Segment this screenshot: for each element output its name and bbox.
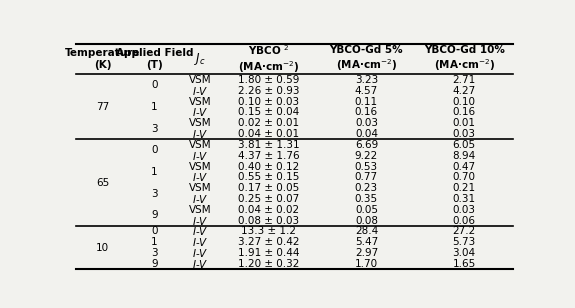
Text: 6.05: 6.05 [453,140,476,150]
Text: 1.70: 1.70 [355,259,378,269]
Text: 0.15 ± 0.04: 0.15 ± 0.04 [238,107,299,117]
Text: 1: 1 [151,237,158,247]
Text: 0.55 ± 0.15: 0.55 ± 0.15 [238,172,300,182]
Text: 0.25 ± 0.07: 0.25 ± 0.07 [238,194,299,204]
Text: 0.31: 0.31 [453,194,476,204]
Text: 3.04: 3.04 [453,248,476,258]
Text: 1.65: 1.65 [453,259,476,269]
Text: 0.23: 0.23 [355,183,378,193]
Text: $\it{I}$-$\it{V}$: $\it{I}$-$\it{V}$ [192,215,208,227]
Text: 3.81 ± 1.31: 3.81 ± 1.31 [238,140,300,150]
Text: 28.4: 28.4 [355,226,378,237]
Text: 0: 0 [151,226,158,237]
Text: 0.16: 0.16 [355,107,378,117]
Text: VSM: VSM [189,97,212,107]
Text: 3.23: 3.23 [355,75,378,85]
Text: 0.04: 0.04 [355,129,378,139]
Text: 0.77: 0.77 [355,172,378,182]
Text: 4.27: 4.27 [453,86,476,96]
Text: 3: 3 [151,124,158,134]
Text: 0.17 ± 0.05: 0.17 ± 0.05 [238,183,299,193]
Text: 2.26 ± 0.93: 2.26 ± 0.93 [238,86,300,96]
Text: 0.01: 0.01 [453,118,476,128]
Text: 0: 0 [151,145,158,155]
Text: $\it{I}$-$\it{V}$: $\it{I}$-$\it{V}$ [192,85,208,97]
Text: $\it{I}$-$\it{V}$: $\it{I}$-$\it{V}$ [192,150,208,162]
Text: 4.37 ± 1.76: 4.37 ± 1.76 [238,151,300,161]
Text: 13.3 ± 1.2: 13.3 ± 1.2 [241,226,296,237]
Text: $\it{I}$-$\it{V}$: $\it{I}$-$\it{V}$ [192,171,208,183]
Text: 0.70: 0.70 [453,172,476,182]
Text: 0.08: 0.08 [355,216,378,226]
Text: 5.47: 5.47 [355,237,378,247]
Text: $\it{I}$-$\it{V}$: $\it{I}$-$\it{V}$ [192,247,208,259]
Text: 0.53: 0.53 [355,161,378,172]
Text: 1: 1 [151,102,158,112]
Text: 10: 10 [96,243,109,253]
Text: VSM: VSM [189,183,212,193]
Text: 1.20 ± 0.32: 1.20 ± 0.32 [238,259,300,269]
Text: 8.94: 8.94 [453,151,476,161]
Text: 0.02 ± 0.01: 0.02 ± 0.01 [238,118,299,128]
Text: 4.57: 4.57 [355,86,378,96]
Text: 27.2: 27.2 [453,226,476,237]
Text: $\it{I}$-$\it{V}$: $\it{I}$-$\it{V}$ [192,106,208,118]
Text: VSM: VSM [189,118,212,128]
Text: 0.05: 0.05 [355,205,378,215]
Text: $\it{I}$-$\it{V}$: $\it{I}$-$\it{V}$ [192,128,208,140]
Text: 1: 1 [151,167,158,177]
Text: 77: 77 [96,102,109,112]
Text: 6.69: 6.69 [355,140,378,150]
Text: 9: 9 [151,210,158,220]
Text: 0.04 ± 0.02: 0.04 ± 0.02 [238,205,299,215]
Text: YBCO $^2$
(MA·cm$^{-2}$): YBCO $^2$ (MA·cm$^{-2}$) [238,43,299,75]
Text: YBCO-Gd 10%
(MA·cm$^{-2}$): YBCO-Gd 10% (MA·cm$^{-2}$) [424,45,505,73]
Text: 2.97: 2.97 [355,248,378,258]
Text: 0.10: 0.10 [453,97,476,107]
Text: 0.03: 0.03 [355,118,378,128]
Text: YBCO-Gd 5%
(MA·cm$^{-2}$): YBCO-Gd 5% (MA·cm$^{-2}$) [329,45,403,73]
Text: $\it{J_c}$: $\it{J_c}$ [194,51,206,67]
Text: 0.10 ± 0.03: 0.10 ± 0.03 [238,97,299,107]
Text: Temperature
(K): Temperature (K) [65,48,140,70]
Text: 0.11: 0.11 [355,97,378,107]
Text: 0.03: 0.03 [453,129,476,139]
Text: 9.22: 9.22 [355,151,378,161]
Text: 65: 65 [96,178,109,188]
Text: VSM: VSM [189,75,212,85]
Text: 0.35: 0.35 [355,194,378,204]
Text: 3.27 ± 0.42: 3.27 ± 0.42 [238,237,300,247]
Text: 0.21: 0.21 [453,183,476,193]
Text: $\it{I}$-$\it{V}$: $\it{I}$-$\it{V}$ [192,225,208,237]
Text: 0: 0 [151,80,158,90]
Text: 0.03: 0.03 [453,205,476,215]
Text: 0.08 ± 0.03: 0.08 ± 0.03 [238,216,299,226]
Text: 0.40 ± 0.12: 0.40 ± 0.12 [238,161,299,172]
Text: $\it{I}$-$\it{V}$: $\it{I}$-$\it{V}$ [192,258,208,270]
Text: Applied Field
(T): Applied Field (T) [116,48,193,70]
Text: 0.16: 0.16 [453,107,476,117]
Text: 3: 3 [151,248,158,258]
Text: 9: 9 [151,259,158,269]
Text: 1.91 ± 0.44: 1.91 ± 0.44 [238,248,300,258]
Text: VSM: VSM [189,205,212,215]
Text: $\it{I}$-$\it{V}$: $\it{I}$-$\it{V}$ [192,193,208,205]
Text: 0.47: 0.47 [453,161,476,172]
Text: 2.71: 2.71 [453,75,476,85]
Text: 5.73: 5.73 [453,237,476,247]
Text: VSM: VSM [189,161,212,172]
Text: 1.80 ± 0.59: 1.80 ± 0.59 [238,75,300,85]
Text: 0.04 ± 0.01: 0.04 ± 0.01 [238,129,299,139]
Text: VSM: VSM [189,140,212,150]
Text: 0.06: 0.06 [453,216,476,226]
Text: 3: 3 [151,188,158,199]
Text: $\it{I}$-$\it{V}$: $\it{I}$-$\it{V}$ [192,236,208,248]
